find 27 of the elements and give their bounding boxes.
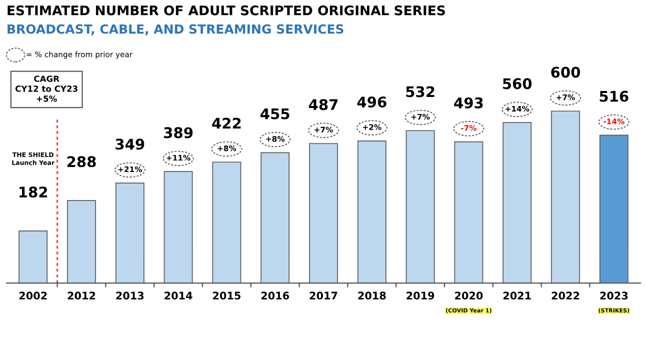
x-tick-label: 2016 (261, 292, 290, 300)
data-label: 349 (116, 138, 144, 150)
x-tick-label: 2014 (164, 292, 192, 300)
data-label: 288 (67, 156, 96, 168)
x-tick-label: 2019 (406, 292, 434, 300)
data-label: 389 (164, 127, 193, 138)
text: CAGR CY12 to CY23 +5% (16, 76, 78, 102)
x-tick-label: 2012 (68, 292, 96, 300)
x-tick-label: 2022 (552, 292, 580, 300)
data-label: 182 (20, 186, 48, 198)
data-label: 487 (308, 99, 338, 110)
chart-title: ESTIMATED NUMBER OF ADULT SCRIPTED ORIGINAL SERIES (8, 5, 445, 16)
data-label: 560 (503, 78, 532, 90)
x-tick-label: 2021 (503, 292, 531, 300)
data-label: 422 (212, 118, 241, 129)
x-tick-label: 2015 (213, 292, 240, 300)
data-label: 493 (454, 97, 483, 108)
data-label: 516 (600, 90, 628, 102)
x-tick-label: 2018 (358, 292, 386, 300)
x-tick-label: 2017 (310, 292, 338, 300)
x-tick-label: 2002 (19, 292, 47, 300)
data-label: 496 (357, 96, 386, 108)
data-label: 600 (551, 66, 580, 78)
x-tick-label: 2013 (116, 292, 144, 300)
data-label: 532 (406, 86, 434, 98)
data-label: 455 (260, 108, 290, 120)
chart-subtitle: BROADCAST, CABLE, AND STREAMING SERVICES (8, 24, 344, 36)
